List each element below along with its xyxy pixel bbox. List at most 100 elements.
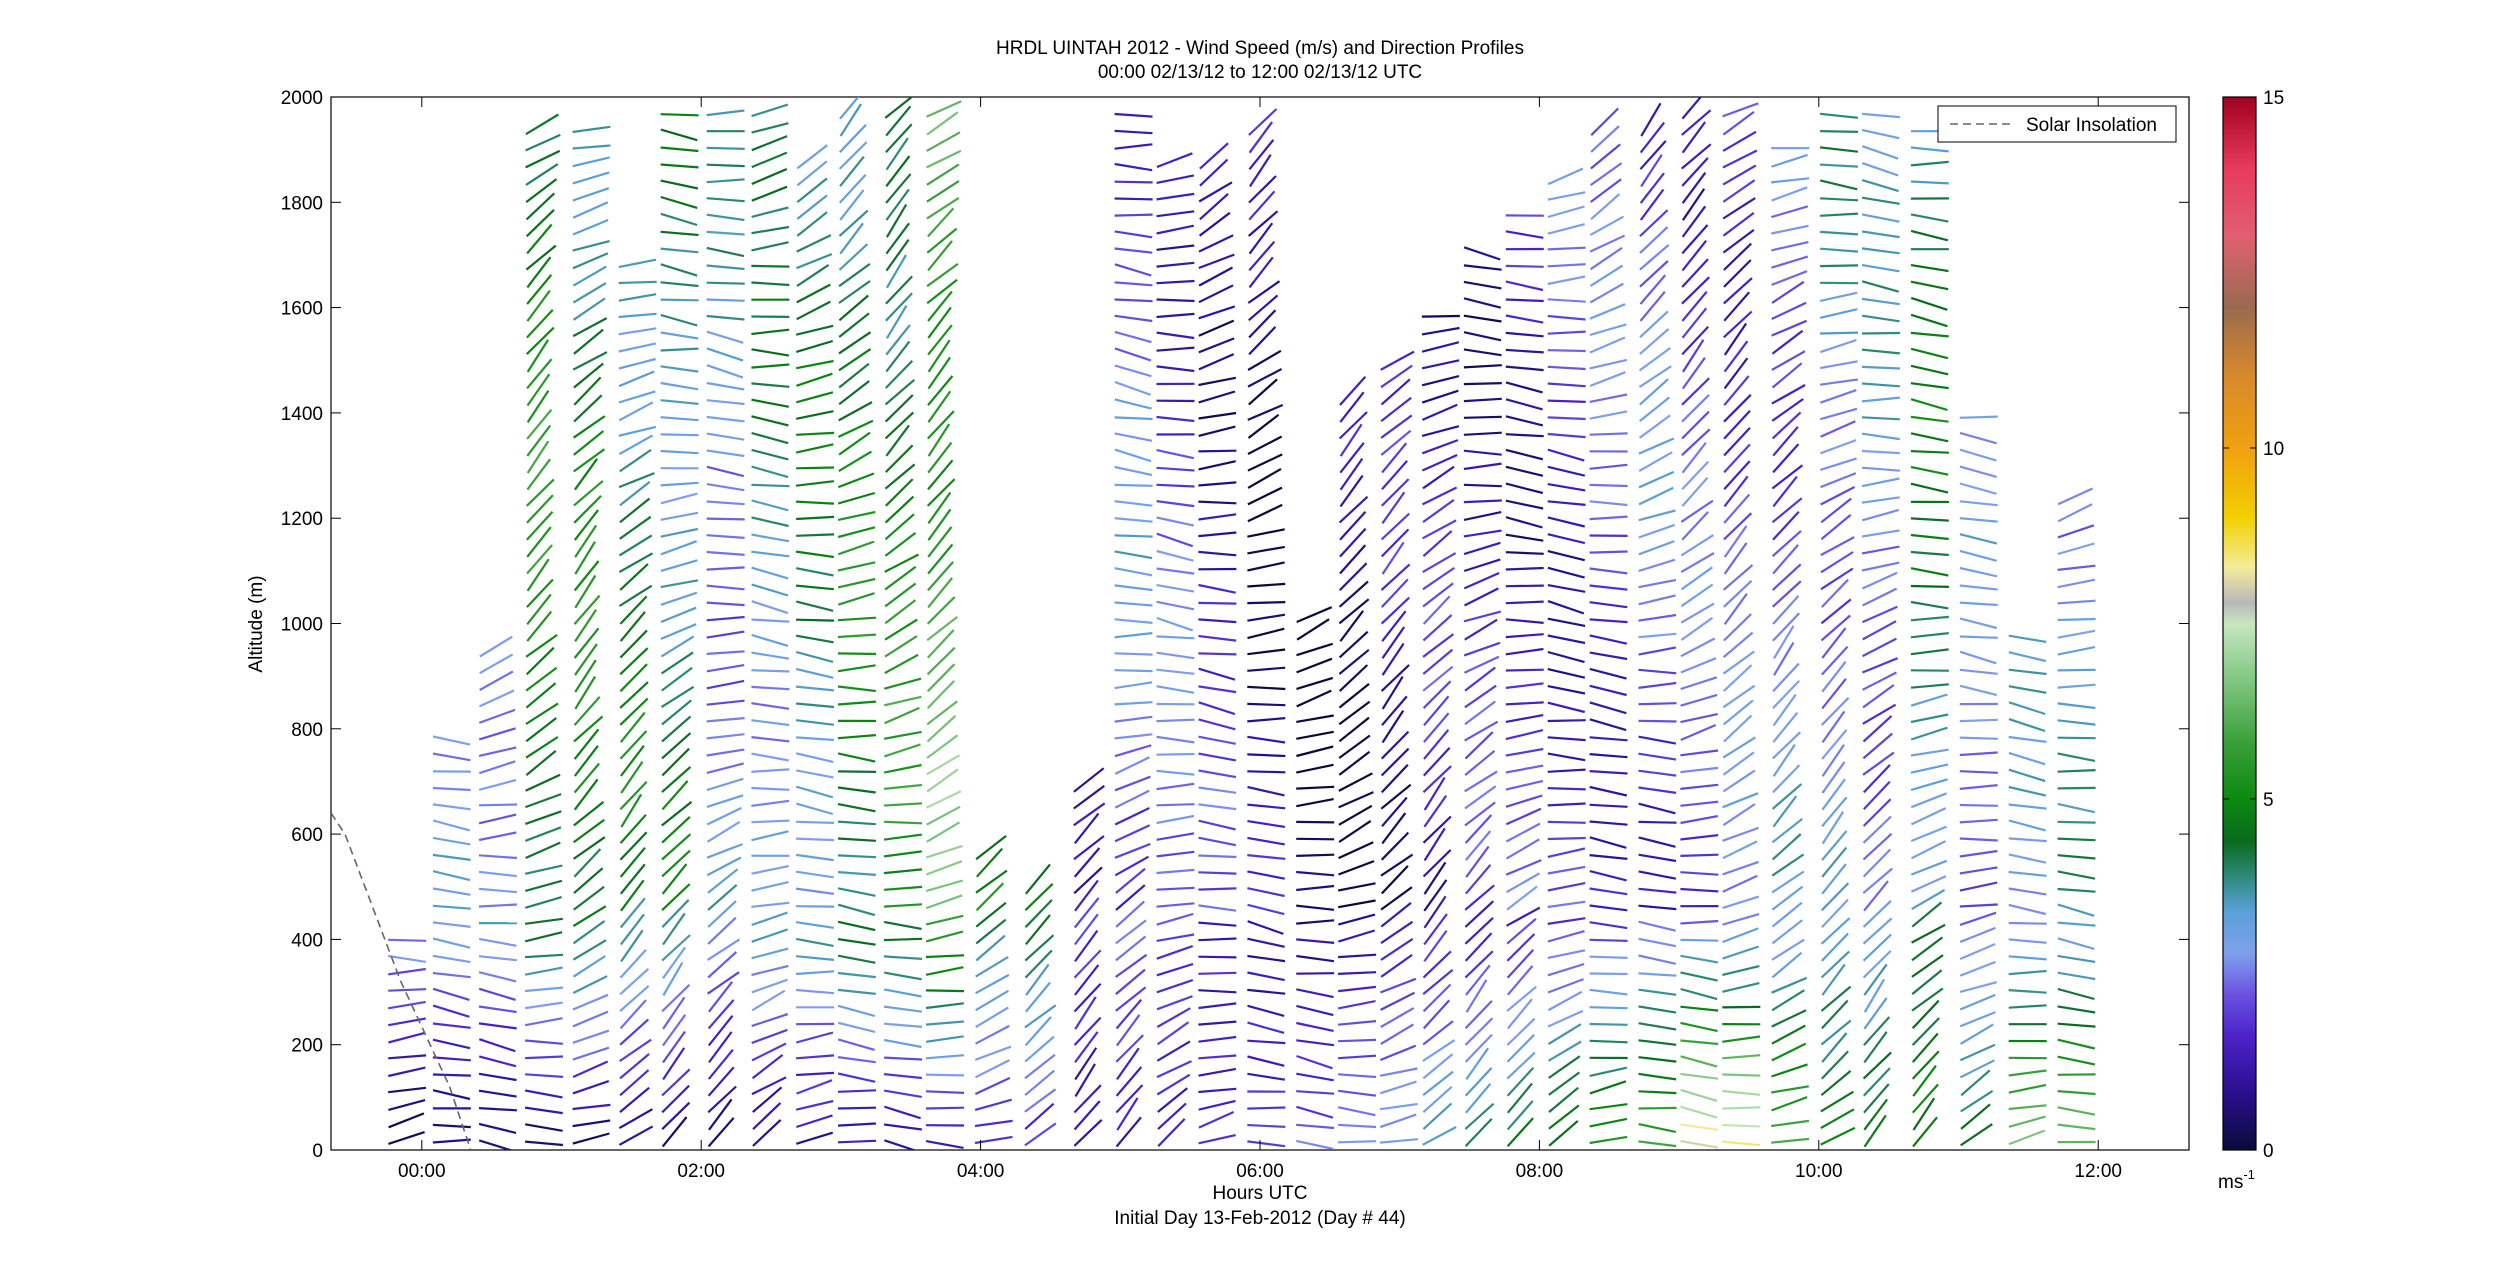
wind-barb bbox=[1638, 365, 1672, 389]
wind-barb bbox=[1198, 460, 1236, 471]
wind-barb bbox=[1422, 595, 1451, 625]
wind-barb bbox=[1680, 766, 1719, 774]
wind-barb bbox=[1114, 213, 1153, 217]
wind-barb bbox=[619, 730, 648, 760]
wind-barb bbox=[1156, 279, 1195, 285]
wind-barb bbox=[1821, 778, 1846, 811]
wind-barb bbox=[927, 508, 952, 541]
wind-barb bbox=[572, 1060, 609, 1079]
wind-barb bbox=[925, 894, 963, 910]
wind-barb bbox=[1115, 935, 1147, 962]
wind-barb bbox=[1025, 914, 1051, 945]
wind-barb bbox=[1247, 937, 1285, 948]
wind-barb bbox=[1505, 647, 1544, 656]
wind-barb bbox=[1198, 1054, 1237, 1060]
wind-barb bbox=[1247, 545, 1285, 555]
wind-barb bbox=[1338, 598, 1370, 625]
wind-barb bbox=[1463, 415, 1502, 419]
wind-barb bbox=[883, 695, 922, 707]
wind-barb bbox=[1247, 887, 1285, 898]
wind-barb bbox=[1024, 899, 1053, 928]
wind-barb bbox=[1681, 258, 1709, 288]
wind-barb bbox=[1198, 854, 1237, 859]
wind-barb bbox=[1198, 1099, 1236, 1111]
wind-barb bbox=[388, 954, 426, 963]
wind-barb bbox=[751, 225, 790, 235]
wind-barb bbox=[1198, 971, 1237, 975]
wind-barb bbox=[572, 156, 610, 168]
wind-barb bbox=[478, 903, 517, 908]
wind-barb bbox=[1024, 1004, 1057, 1029]
wind-barb bbox=[751, 328, 790, 336]
wind-barb bbox=[1589, 955, 1628, 959]
wind-barb bbox=[751, 499, 789, 512]
wind-barb bbox=[1247, 1055, 1285, 1067]
wind-barb bbox=[1722, 913, 1760, 926]
wind-barb bbox=[1248, 309, 1277, 339]
wind-barb bbox=[1339, 457, 1364, 491]
wind-barb bbox=[1198, 685, 1237, 694]
wind-barb bbox=[975, 847, 1004, 878]
wind-barb bbox=[1959, 736, 1998, 740]
wind-barb bbox=[1338, 899, 1376, 909]
y-tick-label: 400 bbox=[291, 930, 323, 951]
colorbar-unit: ms-1 bbox=[2218, 1167, 2255, 1193]
wind-barb bbox=[927, 375, 954, 406]
wind-barb bbox=[525, 793, 562, 809]
wind-barb bbox=[1589, 988, 1628, 996]
wind-barb bbox=[1198, 319, 1235, 337]
wind-barb bbox=[884, 885, 923, 891]
wind-barb bbox=[751, 516, 789, 528]
wind-barb bbox=[619, 611, 646, 642]
wind-barb bbox=[1722, 197, 1756, 220]
wind-profile-column bbox=[1771, 147, 1810, 1144]
wind-barb bbox=[1910, 517, 1949, 522]
wind-barb bbox=[1338, 700, 1371, 726]
wind-barb bbox=[1198, 376, 1237, 387]
wind-barb bbox=[1639, 172, 1665, 204]
wind-barb bbox=[795, 685, 835, 692]
wind-barb bbox=[524, 1089, 563, 1099]
wind-barb bbox=[1680, 800, 1719, 807]
wind-barb bbox=[572, 282, 607, 304]
wind-barb bbox=[1723, 426, 1751, 457]
wind-barb bbox=[1821, 761, 1846, 794]
wind-barb bbox=[706, 550, 745, 556]
wind-barb bbox=[1505, 794, 1543, 808]
wind-barb bbox=[706, 630, 745, 639]
wind-barb bbox=[1821, 898, 1849, 928]
wind-barb bbox=[661, 1084, 690, 1114]
colorbar-tick-label: 0 bbox=[2263, 1141, 2274, 1162]
wind-barb bbox=[1156, 868, 1195, 875]
wind-barb bbox=[1156, 174, 1195, 184]
wind-barb bbox=[751, 566, 789, 580]
wind-barb bbox=[1723, 460, 1751, 491]
wind-barb bbox=[388, 1000, 426, 1010]
wind-barb bbox=[884, 565, 917, 591]
wind-barb bbox=[620, 760, 644, 794]
wind-barb bbox=[1247, 920, 1284, 935]
wind-barb bbox=[1959, 617, 1997, 630]
wind-barb bbox=[1463, 431, 1502, 436]
wind-barb bbox=[1820, 1070, 1852, 1097]
wind-barb bbox=[751, 348, 790, 357]
wind-barb bbox=[1861, 145, 1899, 160]
wind-barb bbox=[837, 526, 876, 539]
wind-barb bbox=[1911, 1017, 1940, 1046]
wind-barb bbox=[884, 653, 919, 675]
wind-barb bbox=[751, 483, 790, 488]
wind-barb bbox=[975, 989, 1009, 1012]
wind-barb bbox=[796, 1031, 834, 1044]
wind-barb bbox=[1861, 331, 1901, 335]
wind-barb bbox=[837, 1122, 876, 1127]
wind-barb bbox=[1772, 712, 1799, 743]
wind-barb bbox=[1156, 902, 1195, 908]
wind-barb bbox=[1722, 860, 1759, 876]
wind-barb bbox=[1861, 280, 1900, 293]
wind-barb bbox=[1506, 917, 1537, 945]
wind-barb bbox=[1820, 917, 1851, 945]
wind-barb bbox=[1821, 863, 1847, 895]
wind-barb bbox=[1247, 971, 1285, 982]
wind-barb bbox=[1681, 377, 1710, 406]
wind-barb bbox=[1862, 780, 1891, 811]
